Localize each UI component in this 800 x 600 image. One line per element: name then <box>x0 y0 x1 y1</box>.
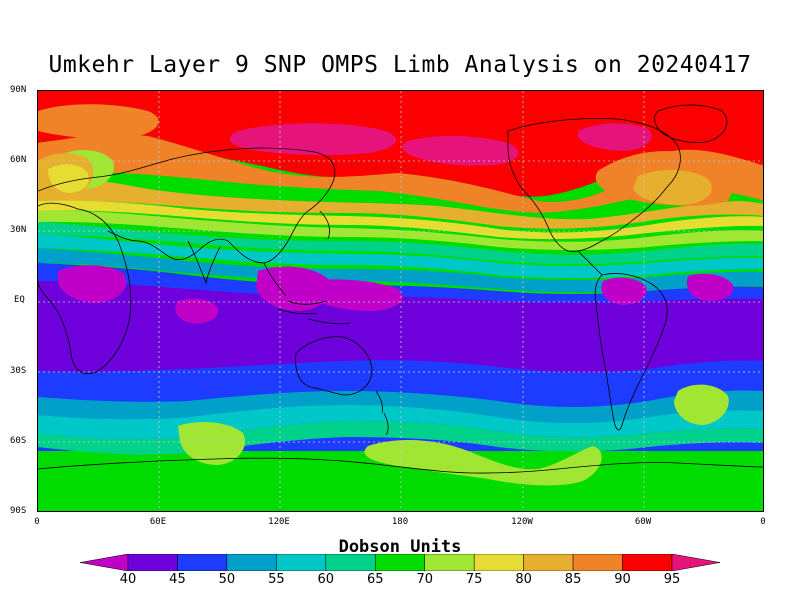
ozone-contour-field <box>38 91 763 511</box>
band-45 <box>38 281 763 373</box>
patch-100-pacific-n <box>402 135 519 166</box>
colorbar-tick-label: 70 <box>416 572 433 587</box>
colorbar-over-triangle <box>671 554 720 571</box>
lat-label-90s: 90S <box>10 506 27 516</box>
coast-south-america <box>594 273 668 431</box>
colorbar-units-label: Dobson Units <box>338 537 462 557</box>
patch-90-europe <box>38 104 159 139</box>
lat-label-eq: EQ <box>14 295 25 305</box>
patch-75-south-atlantic <box>674 384 729 425</box>
patch-75-south-indian <box>178 421 246 465</box>
coast-australia <box>295 336 373 396</box>
patch-100-canada <box>578 123 652 151</box>
colorbar-tick-label: 65 <box>366 572 384 587</box>
colorbar-swatch <box>572 554 623 571</box>
colorbar-swatch <box>375 554 425 571</box>
lon-label-120e: 120E <box>268 517 290 527</box>
lat-label-90n: 90N <box>10 85 27 95</box>
lon-label-60w: 60W <box>634 517 652 527</box>
colorbar-swatch <box>473 554 524 571</box>
colorbar-tick-label: 75 <box>465 572 483 587</box>
coast-africa <box>38 202 132 375</box>
band-60 <box>38 234 763 278</box>
colorbar-under-triangle <box>80 554 129 571</box>
coast-india <box>187 240 221 285</box>
patch-40-atlantic <box>686 273 734 301</box>
lat-label-30n: 30N <box>10 225 27 235</box>
colorbar-tick-label: 40 <box>119 572 137 587</box>
coast-se-asia <box>263 262 327 305</box>
patch-40-indian <box>175 298 219 324</box>
colorbar-tick-label: 50 <box>218 572 236 587</box>
map-title: Umkehr Layer 9 SNP OMPS Limb Analysis on… <box>48 52 752 78</box>
coast-indonesia <box>277 308 351 325</box>
colorbar-tick-label: 85 <box>564 572 582 587</box>
coast-eurasia <box>38 147 336 264</box>
colorbar-tick-label: 60 <box>317 572 335 587</box>
patch-85-canada <box>633 169 712 205</box>
patch-40-africa <box>58 265 127 303</box>
band-55 <box>38 248 763 293</box>
colorbar <box>80 554 720 571</box>
lon-label-60e: 60E <box>149 517 167 527</box>
lon-label-120w: 120W <box>511 517 533 527</box>
colorbar-swatch <box>226 554 277 571</box>
coast-central-america <box>577 250 603 276</box>
coast-new-zealand <box>375 390 389 436</box>
band-55-south <box>38 390 763 423</box>
coastlines <box>38 104 763 474</box>
lat-label-30s: 30S <box>10 366 27 376</box>
patch-40-amazon <box>601 277 647 305</box>
colorbar-tick-label: 45 <box>169 572 186 587</box>
patch-75-south-pacific <box>364 439 602 486</box>
band-95 <box>38 91 763 197</box>
band-65 <box>38 222 763 264</box>
colorbar-swatch <box>622 554 673 571</box>
patch-80-europe <box>48 164 89 193</box>
colorbar-swatch <box>523 554 574 571</box>
patch-100-siberia <box>229 123 397 156</box>
colorbar-swatch <box>276 554 327 571</box>
lat-label-60s: 60S <box>10 436 27 446</box>
ozone-map <box>37 90 764 512</box>
colorbar-tick-label: 55 <box>268 572 285 587</box>
band-90 <box>38 134 763 213</box>
colorbar-tick-label: 90 <box>614 572 631 587</box>
colorbar-swatch <box>325 554 376 571</box>
lat-label-60n: 60N <box>10 155 27 165</box>
graticule <box>38 91 763 511</box>
coast-north-america <box>507 118 681 252</box>
colorbar-tick-label: 80 <box>515 572 532 587</box>
band-85 <box>38 176 763 229</box>
colorbar-swatch <box>177 554 228 571</box>
patch-40-maritime <box>256 266 331 311</box>
colorbar-tick-label: 95 <box>663 572 681 587</box>
band-80 <box>38 200 763 240</box>
band-75 <box>38 210 763 250</box>
lon-label-180: 180 <box>391 517 409 527</box>
coast-antarctica <box>38 457 763 474</box>
colorbar-swatch <box>127 554 178 571</box>
colorbar-swatch <box>424 554 475 571</box>
lon-label-0: 0 <box>34 517 40 527</box>
coast-greenland <box>654 104 728 143</box>
patch-40-pacific <box>308 279 403 311</box>
lon-label-0-east: 0 <box>760 517 766 527</box>
coast-japan <box>319 210 330 240</box>
